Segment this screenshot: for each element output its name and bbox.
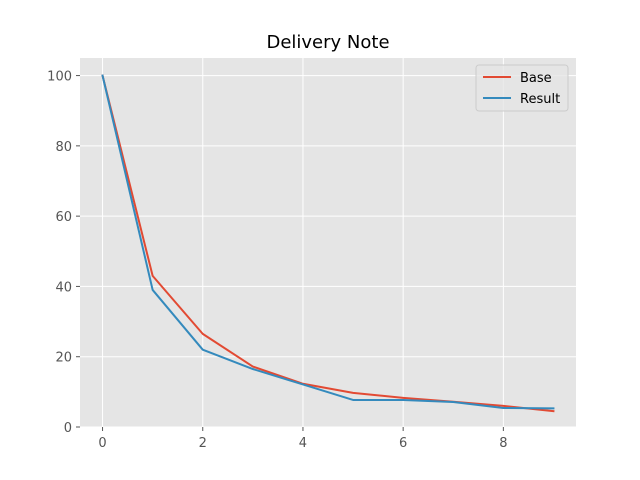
legend-label: Result [520, 92, 560, 107]
legend-label: Base [520, 71, 552, 86]
y-tick-label: 60 [55, 210, 72, 225]
chart-title: Delivery Note [266, 32, 389, 53]
series-layer [101, 74, 555, 413]
x-tick-label: 0 [98, 436, 106, 451]
x-tick-label: 8 [499, 436, 507, 451]
y-tick-label: 100 [47, 70, 72, 85]
y-tick-label: 80 [55, 140, 72, 155]
y-tick-label: 20 [55, 351, 72, 366]
plot-area [80, 58, 576, 427]
y-tick-label: 0 [64, 421, 72, 436]
x-tick-label: 2 [199, 436, 207, 451]
legend: Base Result [475, 64, 569, 112]
x-tick-label: 6 [399, 436, 407, 451]
series-line-result [101, 74, 555, 410]
series-line-base [101, 74, 555, 413]
x-axis: 0 2 4 6 8 [98, 427, 507, 451]
y-tick-label: 40 [55, 280, 72, 295]
y-axis: 0 20 40 60 80 100 [47, 70, 80, 436]
x-tick-label: 4 [299, 436, 307, 451]
